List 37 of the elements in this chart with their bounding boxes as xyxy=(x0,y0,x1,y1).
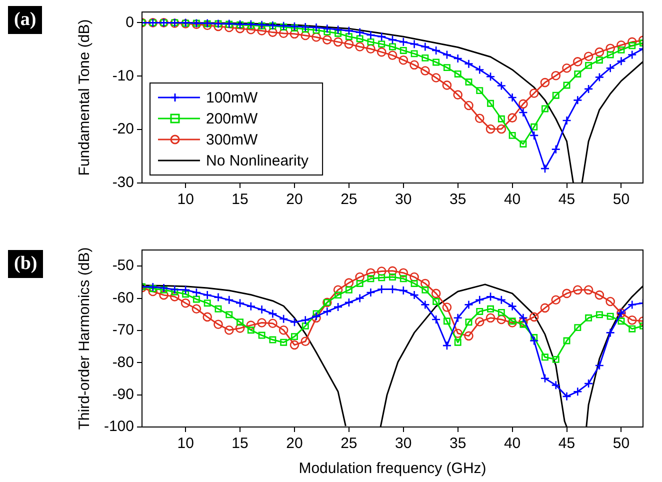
x-tick-label: 25 xyxy=(340,435,358,452)
legend-label: No Nonlinearity xyxy=(206,152,310,170)
y-tick-label: -20 xyxy=(112,120,134,138)
x-tick-label: 40 xyxy=(504,191,521,208)
text: (b) xyxy=(8,250,44,278)
y-tick-label: -100 xyxy=(104,418,134,436)
y-tick-label: -10 xyxy=(112,67,134,84)
x-tick-label: 20 xyxy=(286,435,303,452)
x-tick-label: 45 xyxy=(558,191,576,208)
y-tick-label: -90 xyxy=(112,386,134,403)
legend-label: 100mW xyxy=(206,90,259,107)
x-tick-label: 25 xyxy=(340,191,358,208)
x-axis-title: Modulation frequency (GHz) xyxy=(298,460,486,478)
x-tick-label: 10 xyxy=(177,435,194,452)
x-tick-label: 20 xyxy=(286,191,303,208)
x-tick-label: 50 xyxy=(612,191,630,208)
y-axis-title: Fundamental Tone (dB) xyxy=(76,19,94,176)
y-tick-label: -50 xyxy=(112,257,134,274)
x-tick-label: 35 xyxy=(450,435,466,452)
x-tick-label: 50 xyxy=(612,435,630,452)
x-tick-label: 35 xyxy=(450,191,466,208)
x-tick-label: 45 xyxy=(558,435,576,452)
x-tick-label: 10 xyxy=(177,191,194,208)
x-tick-label: 30 xyxy=(395,191,412,208)
y-tick-label: -60 xyxy=(112,289,134,306)
y-tick-label: -70 xyxy=(112,322,134,339)
y-axis-title: Third-order Harmonics (dB) xyxy=(76,247,94,430)
legend-label: 300mW xyxy=(206,132,259,149)
y-tick-label: -30 xyxy=(112,174,134,192)
x-tick-label: 15 xyxy=(232,191,248,208)
x-tick-label: 40 xyxy=(504,435,521,452)
x-tick-label: 15 xyxy=(232,435,248,452)
y-tick-label: -80 xyxy=(112,354,134,371)
y-tick-label: 0 xyxy=(126,14,134,31)
x-tick-label: 30 xyxy=(395,435,412,452)
legend-label: 200mW xyxy=(206,110,259,128)
text: (a) xyxy=(8,6,42,34)
